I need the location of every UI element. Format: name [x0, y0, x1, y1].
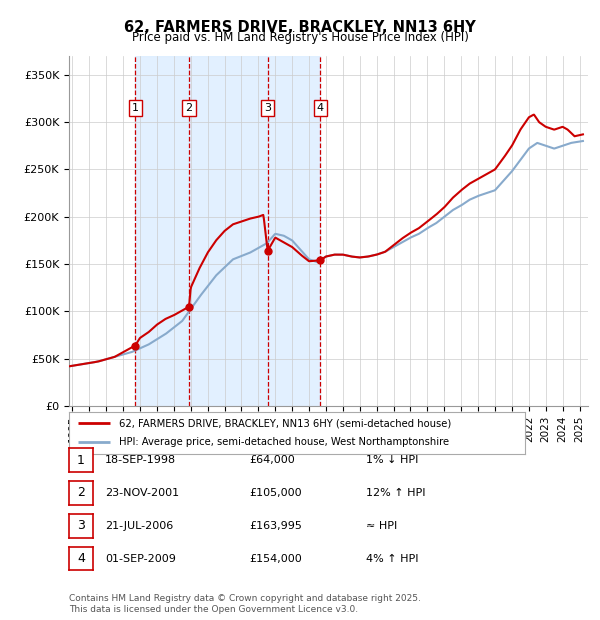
- Text: 18-SEP-1998: 18-SEP-1998: [105, 455, 176, 465]
- Text: £64,000: £64,000: [249, 455, 295, 465]
- Text: 62, FARMERS DRIVE, BRACKLEY, NN13 6HY: 62, FARMERS DRIVE, BRACKLEY, NN13 6HY: [124, 20, 476, 35]
- Text: Contains HM Land Registry data © Crown copyright and database right 2025.
This d: Contains HM Land Registry data © Crown c…: [69, 595, 421, 614]
- Text: 3: 3: [264, 103, 271, 113]
- Bar: [268, 56, 320, 406]
- Text: £163,995: £163,995: [249, 521, 302, 531]
- Text: £154,000: £154,000: [249, 554, 302, 564]
- Text: 4: 4: [77, 552, 85, 565]
- Bar: [189, 56, 268, 406]
- Text: 3: 3: [77, 520, 85, 532]
- Text: 2: 2: [185, 103, 193, 113]
- Text: ≈ HPI: ≈ HPI: [366, 521, 397, 531]
- Text: 1: 1: [77, 454, 85, 466]
- Text: 1: 1: [132, 103, 139, 113]
- Bar: [135, 56, 189, 406]
- Text: 62, FARMERS DRIVE, BRACKLEY, NN13 6HY (semi-detached house): 62, FARMERS DRIVE, BRACKLEY, NN13 6HY (s…: [119, 418, 451, 428]
- Text: HPI: Average price, semi-detached house, West Northamptonshire: HPI: Average price, semi-detached house,…: [119, 438, 449, 448]
- Text: 21-JUL-2006: 21-JUL-2006: [105, 521, 173, 531]
- Text: 4: 4: [317, 103, 324, 113]
- Text: 1% ↓ HPI: 1% ↓ HPI: [366, 455, 418, 465]
- Text: £105,000: £105,000: [249, 488, 302, 498]
- Text: 23-NOV-2001: 23-NOV-2001: [105, 488, 179, 498]
- Text: 01-SEP-2009: 01-SEP-2009: [105, 554, 176, 564]
- Text: 12% ↑ HPI: 12% ↑ HPI: [366, 488, 425, 498]
- Text: Price paid vs. HM Land Registry's House Price Index (HPI): Price paid vs. HM Land Registry's House …: [131, 31, 469, 44]
- Text: 4% ↑ HPI: 4% ↑ HPI: [366, 554, 419, 564]
- Text: 2: 2: [77, 487, 85, 499]
